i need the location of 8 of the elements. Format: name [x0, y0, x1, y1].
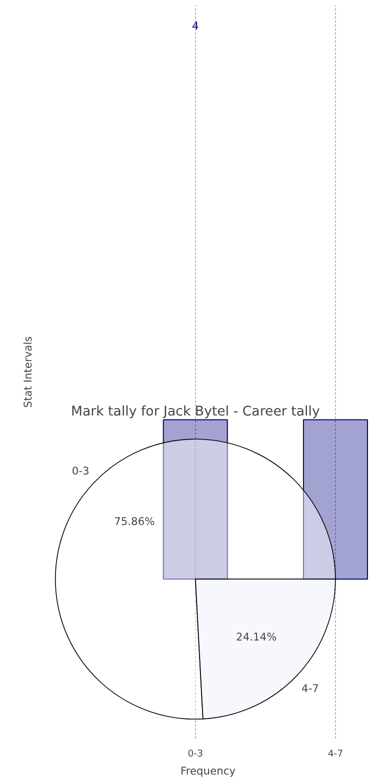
data-label: 75.86%	[114, 514, 155, 528]
y-axis-title: Stat Intervals	[22, 336, 34, 408]
data-label: 24.14%	[236, 630, 277, 644]
x-axis-title: Frequency	[180, 764, 236, 778]
slice-label: 4-7	[302, 682, 319, 695]
chart-title: Mark tally for Jack Bytel - Career tally	[70, 404, 320, 420]
slice-label: 0-3	[72, 464, 90, 478]
text: 4	[192, 19, 199, 32]
